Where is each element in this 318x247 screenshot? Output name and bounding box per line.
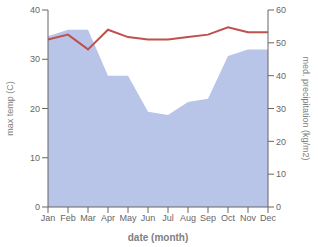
svg-text:Sep: Sep	[200, 213, 216, 223]
svg-text:0: 0	[35, 202, 40, 212]
svg-text:30: 30	[30, 54, 40, 64]
svg-text:0: 0	[276, 202, 281, 212]
svg-text:May: May	[119, 213, 137, 223]
svg-text:Feb: Feb	[60, 213, 76, 223]
svg-text:Aug: Aug	[180, 213, 196, 223]
svg-text:10: 10	[30, 153, 40, 163]
svg-text:60: 60	[276, 5, 286, 15]
svg-text:50: 50	[276, 38, 286, 48]
svg-text:20: 20	[30, 104, 40, 114]
svg-text:40: 40	[276, 71, 286, 81]
svg-text:20: 20	[276, 137, 286, 147]
svg-text:Apr: Apr	[101, 213, 115, 223]
svg-text:Mar: Mar	[80, 213, 96, 223]
svg-text:max temp (C): max temp (C)	[8, 81, 15, 136]
svg-text:med. precipitation (kg/m2): med. precipitation (kg/m2)	[301, 56, 310, 160]
svg-text:Jan: Jan	[41, 213, 56, 223]
svg-text:Dec: Dec	[260, 213, 277, 223]
svg-text:Nov: Nov	[240, 213, 257, 223]
svg-text:30: 30	[276, 104, 286, 114]
svg-text:date (month): date (month)	[128, 232, 189, 243]
svg-text:Oct: Oct	[221, 213, 236, 223]
svg-text:Jul: Jul	[162, 213, 174, 223]
svg-text:40: 40	[30, 5, 40, 15]
svg-text:10: 10	[276, 169, 286, 179]
svg-text:Jun: Jun	[141, 213, 156, 223]
